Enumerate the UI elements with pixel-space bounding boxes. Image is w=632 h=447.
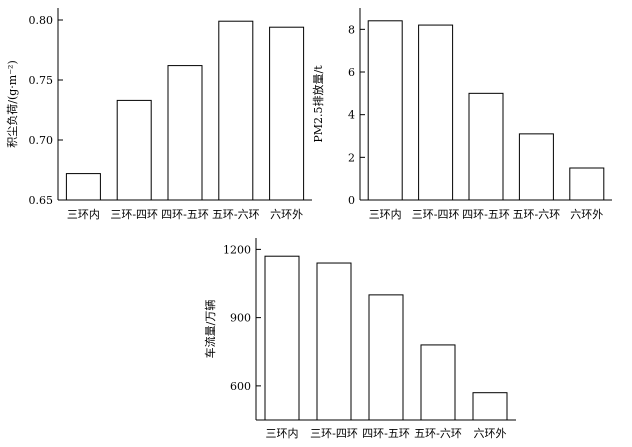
y-tick-label: 2 — [348, 151, 355, 164]
pm25-emission-chart: 0 2 4 6 8 三环内 三环-四环 四环-五环 五环-六环 六环外 PM2.5排放量/t — [311, 8, 612, 221]
y-tick-label: 1200 — [223, 243, 251, 256]
bar-5 — [569, 167, 605, 201]
x-category-label: 三环-四环 — [110, 208, 158, 221]
traffic-volume-chart: 600 900 1200 三环内 三环-四环 四环-五环 五环-六环 六环外 车流量/万辆 — [203, 238, 516, 440]
bar-3 — [167, 65, 203, 201]
x-category-label: 五环-六环 — [212, 208, 260, 221]
bar-3 — [368, 294, 404, 421]
y-tick-label: 0.75 — [29, 74, 54, 87]
bar-1 — [264, 255, 300, 421]
bar-3 — [468, 92, 504, 201]
x-category-label: 五环-六环 — [414, 427, 462, 440]
bar-5 — [269, 26, 305, 201]
bar-2 — [316, 262, 352, 421]
x-category-label: 四环-五环 — [462, 208, 510, 221]
y-axis-title: 积尘负荷/(g·m⁻²) — [5, 60, 19, 147]
bar-1 — [65, 173, 101, 201]
x-category-label: 三环-四环 — [310, 427, 358, 440]
bar-4 — [218, 20, 254, 201]
bar-4 — [420, 344, 456, 421]
y-tick-label: 8 — [348, 23, 355, 36]
y-tick-label: 900 — [230, 312, 251, 325]
bar-2 — [116, 99, 152, 201]
y-tick-label: 0 — [348, 194, 355, 207]
bar-4 — [518, 133, 554, 201]
x-category-label: 四环-五环 — [161, 208, 209, 221]
y-axis-title: 车流量/万辆 — [203, 300, 217, 359]
y-tick-label: 0.70 — [29, 134, 54, 147]
dust-load-chart: 0.65 0.70 0.75 0.80 三环内 三环-四环 四环-五环 五环-六环 六环外 积尘负… — [5, 8, 312, 221]
y-tick-label: 0.65 — [29, 194, 54, 207]
x-category-label: 三环内 — [266, 426, 299, 440]
x-category-label: 三环内 — [67, 207, 100, 221]
bar-5 — [472, 392, 508, 421]
bar-2 — [418, 24, 454, 201]
x-category-label: 六环外 — [474, 427, 507, 440]
x-category-label: 三环内 — [369, 207, 402, 221]
bar-1 — [367, 20, 403, 201]
y-tick-label: 4 — [348, 109, 355, 122]
x-category-label: 五环-六环 — [513, 208, 561, 221]
x-category-label: 三环-四环 — [412, 208, 460, 221]
x-category-label: 六环外 — [570, 208, 603, 221]
y-tick-label: 600 — [230, 380, 251, 393]
x-category-label: 四环-五环 — [362, 427, 410, 440]
y-axis-title: PM2.5排放量/t — [311, 65, 325, 143]
y-tick-label: 6 — [348, 66, 355, 79]
y-tick-label: 0.80 — [29, 14, 54, 27]
x-category-label: 六环外 — [270, 208, 303, 221]
